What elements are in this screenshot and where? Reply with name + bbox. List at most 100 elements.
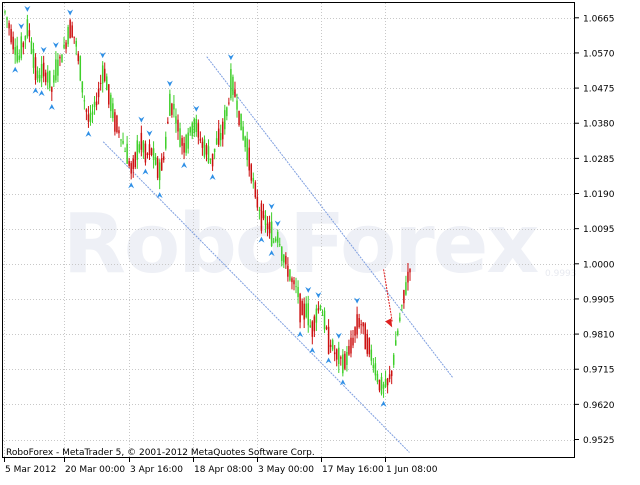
candle-bull xyxy=(203,139,206,157)
fractal-up-arrow xyxy=(315,292,322,299)
candle-bull xyxy=(392,354,395,365)
fractal-down-arrow xyxy=(142,168,149,175)
candle-bear xyxy=(234,89,236,97)
y-tick-label: 0.9715 xyxy=(583,366,615,376)
candle-bull xyxy=(83,100,86,102)
candle-bull xyxy=(4,11,6,13)
footer-copyright: RoboForex - MetaTrader 5, © 2001-2012 Me… xyxy=(6,448,315,458)
y-tick-label: 1.0665 xyxy=(583,14,615,24)
candle-bear xyxy=(199,138,202,141)
y-tick-label: 0.9810 xyxy=(583,331,615,341)
candle-bull xyxy=(79,56,82,81)
candle-bull xyxy=(405,282,407,295)
candle-bull xyxy=(16,45,18,62)
y-tick-label: 1.0000 xyxy=(583,260,615,270)
candle-bear xyxy=(114,112,116,132)
candle-bull xyxy=(258,209,261,212)
candle-bear xyxy=(97,88,100,98)
fractal-down-arrow xyxy=(325,357,332,364)
candle-bull xyxy=(6,17,8,20)
x-tick-label: 5 Mar 2012 xyxy=(5,465,56,475)
y-tick-label: 0.9525 xyxy=(583,436,615,446)
candle-bear xyxy=(335,349,338,360)
candle-bear xyxy=(8,23,10,29)
candle-bull xyxy=(46,71,49,83)
fractal-down-arrow xyxy=(38,90,45,97)
channel-upper-line xyxy=(206,56,453,378)
fractal-up-arrow xyxy=(18,23,25,30)
fractal-down-arrow xyxy=(32,87,39,94)
candle-bull xyxy=(209,158,212,160)
candlesticks xyxy=(4,10,411,398)
fractal-up-arrow xyxy=(146,130,153,137)
candle-bull xyxy=(399,317,401,321)
fractal-up-arrow xyxy=(52,42,59,49)
candle-bear xyxy=(222,121,224,140)
candle-bull xyxy=(283,254,285,263)
fractal-down-arrow xyxy=(156,192,163,199)
candle-bear xyxy=(352,337,354,346)
candle-bear xyxy=(350,337,352,354)
fractal-down-arrow xyxy=(268,250,275,257)
forecast-arrow xyxy=(383,269,393,328)
candle-bear xyxy=(256,196,259,208)
candle-bull xyxy=(215,138,218,145)
y-tick-label: 0.9620 xyxy=(583,401,615,411)
candle-bull xyxy=(126,143,128,164)
candle-bull xyxy=(165,136,167,149)
candle-bull xyxy=(331,340,334,350)
candle-bear xyxy=(327,326,330,354)
candle-bear xyxy=(360,324,362,326)
x-tick-label: 18 Apr 08:00 xyxy=(194,465,253,475)
candle-bull xyxy=(30,41,33,54)
fractal-down-arrow xyxy=(258,236,265,243)
forecast-arrow-head xyxy=(385,318,393,328)
y-tick-label: 0.9905 xyxy=(583,295,615,305)
candle-bull xyxy=(236,100,238,110)
y-tick-label: 1.0285 xyxy=(583,155,615,165)
x-tick-label: 3 Apr 16:00 xyxy=(130,465,183,475)
candle-bear xyxy=(403,290,405,304)
candle-bear xyxy=(34,57,37,81)
candle-bull xyxy=(276,231,279,243)
candle-bull xyxy=(207,146,210,164)
candle-bear xyxy=(260,203,263,231)
candle-bull xyxy=(57,59,59,76)
candle-bear xyxy=(10,29,12,43)
candle-bear xyxy=(268,222,271,234)
candle-bull xyxy=(382,384,385,389)
candle-bear xyxy=(144,143,147,163)
candle-bull xyxy=(91,111,94,115)
candle-bull xyxy=(38,74,41,82)
candle-bull xyxy=(230,69,232,99)
candle-bear xyxy=(177,119,179,132)
candle-bull xyxy=(401,305,403,307)
candle-bear xyxy=(171,103,173,115)
candle-bull xyxy=(244,136,246,148)
fractal-up-arrow xyxy=(24,5,31,12)
watermark-price-label: 0.9993 xyxy=(545,269,577,279)
candle-bull xyxy=(106,76,108,91)
candle-bull xyxy=(246,138,248,161)
candle-bull xyxy=(342,354,344,374)
candle-bear xyxy=(12,36,14,50)
candle-bull xyxy=(397,330,399,335)
candle-bull xyxy=(32,49,35,68)
candle-bear xyxy=(132,158,134,170)
candle-bull xyxy=(252,177,255,182)
candle-bull xyxy=(122,140,124,144)
candle-bear xyxy=(293,280,295,285)
candle-bull xyxy=(142,141,145,153)
candle-bull xyxy=(187,132,189,149)
candle-bear xyxy=(366,333,369,354)
candle-bull xyxy=(24,36,27,41)
candle-bull xyxy=(112,103,114,119)
candle-bull xyxy=(319,305,322,310)
candle-bull xyxy=(278,244,281,246)
candle-bear xyxy=(59,56,61,59)
fractal-down-arrow xyxy=(181,162,188,169)
candle-bear xyxy=(140,132,143,150)
candle-bear xyxy=(77,53,80,62)
fractal-up-arrow xyxy=(67,9,74,16)
